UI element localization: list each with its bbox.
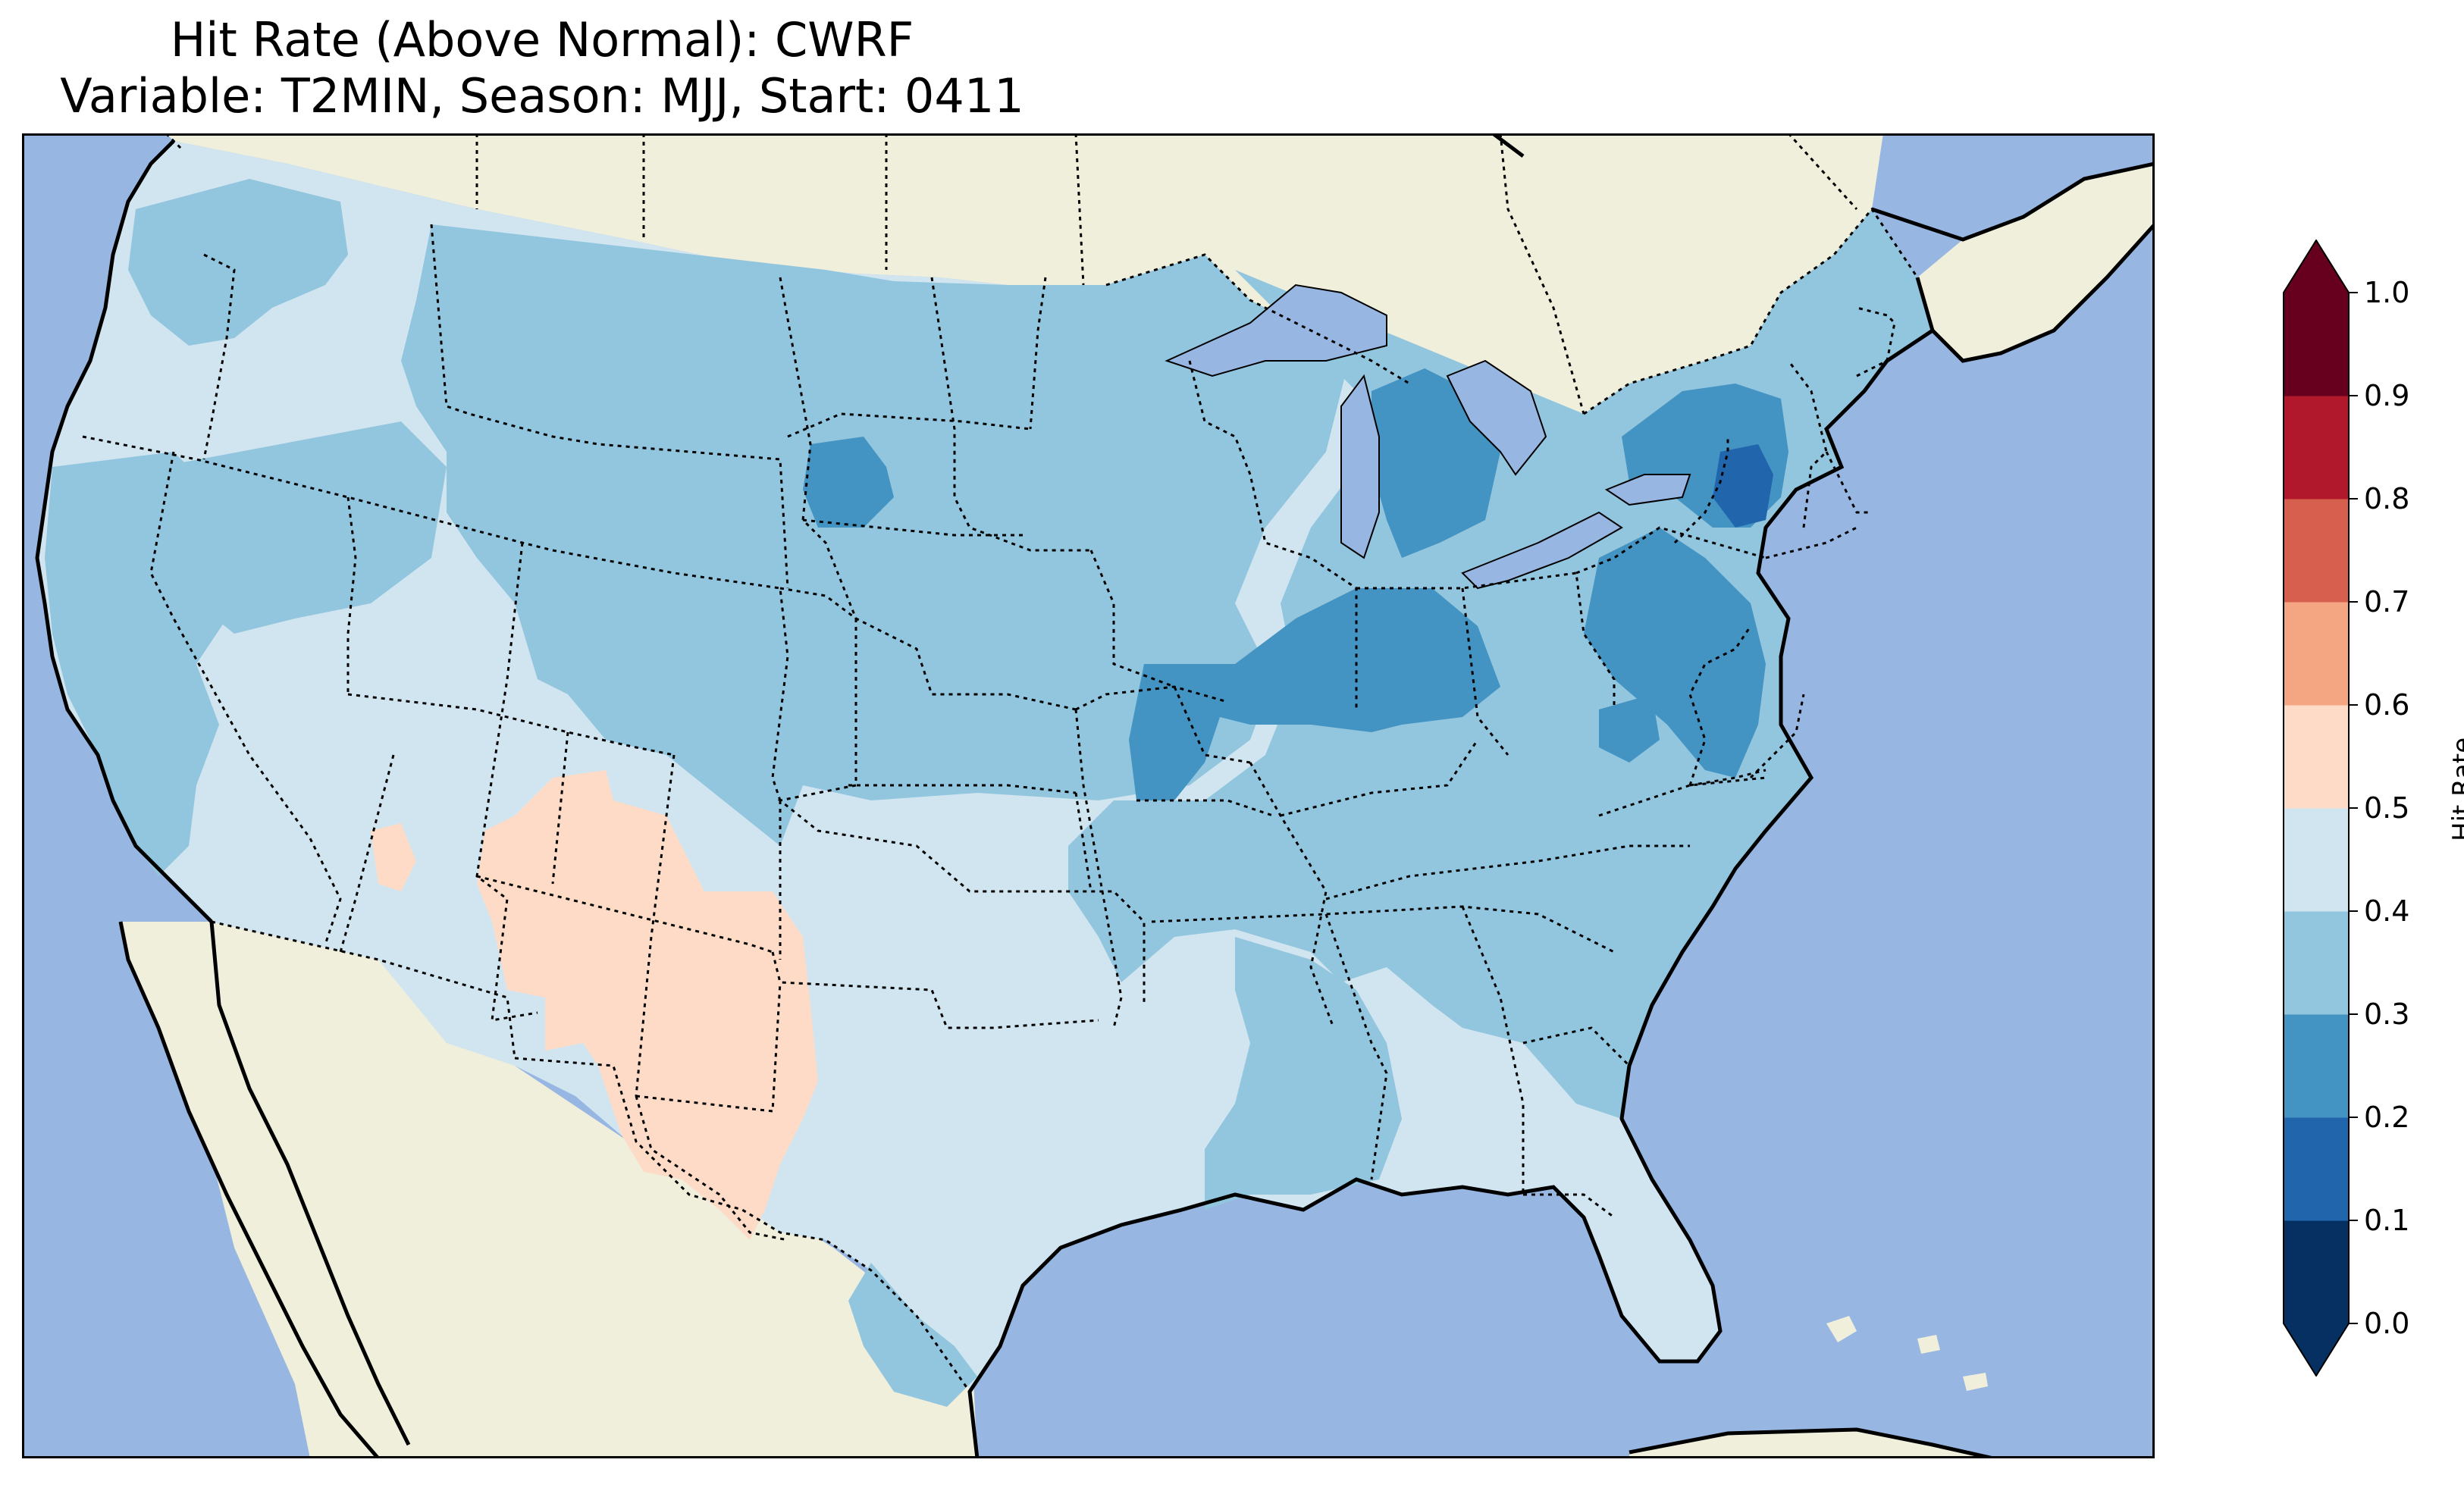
field-0.3-0.4 bbox=[45, 179, 1933, 1407]
baja-land bbox=[121, 922, 409, 1458]
colorbar-segment bbox=[2284, 911, 2349, 1015]
colorbar-segment bbox=[2284, 1117, 2349, 1221]
great-lakes bbox=[1165, 283, 1691, 590]
field-0.1-0.2 bbox=[1713, 444, 1773, 528]
colorbar-tick-label: 0.1 bbox=[2364, 1204, 2410, 1237]
colorbar bbox=[2283, 240, 2358, 1377]
colorbar-segment bbox=[2284, 1220, 2349, 1324]
colorbar-segment bbox=[2284, 602, 2349, 706]
colorbar-tick-label: 0.3 bbox=[2364, 998, 2410, 1031]
colorbar-tick-label: 0.0 bbox=[2364, 1307, 2410, 1340]
colorbar-tick-label: 0.7 bbox=[2364, 585, 2410, 619]
colorbar-tick-label: 0.2 bbox=[2364, 1101, 2410, 1134]
colorbar-segment bbox=[2284, 705, 2349, 809]
colorbar-segment bbox=[2284, 293, 2349, 396]
bahamas-land bbox=[1826, 1316, 1988, 1391]
colorbar-segment bbox=[2284, 808, 2349, 912]
maritimes-land bbox=[1917, 164, 2155, 361]
colorbar-tick-label: 0.8 bbox=[2364, 482, 2410, 515]
map-frame bbox=[22, 133, 2155, 1458]
mexico-land bbox=[196, 922, 977, 1458]
colorbar-extend-min bbox=[2284, 1323, 2349, 1377]
coastlines bbox=[35, 133, 2155, 1458]
map-title-line2: Variable: T2MIN, Season: MJJ, Start: 041… bbox=[60, 68, 1024, 124]
colorbar-segment bbox=[2284, 499, 2349, 603]
colorbar-tick-label: 0.5 bbox=[2364, 791, 2410, 825]
colorbar-segment bbox=[2284, 396, 2349, 500]
colorbar-segment bbox=[2284, 1014, 2349, 1118]
colorbar-tick-label: 0.9 bbox=[2364, 379, 2410, 412]
colorbar-label: Hit Rate bbox=[2447, 737, 2464, 841]
field-0.5-0.6 bbox=[371, 770, 818, 1240]
state-borders bbox=[82, 224, 1896, 1242]
map-title-line1: Hit Rate (Above Normal): CWRF bbox=[170, 12, 914, 67]
canada-province-lines bbox=[475, 133, 1858, 415]
colorbar-tick-label: 1.0 bbox=[2364, 276, 2410, 309]
cuba-land bbox=[1629, 1430, 1993, 1458]
colorbar-extend-max bbox=[2284, 240, 2349, 293]
colorbar-tick-label: 0.6 bbox=[2364, 688, 2410, 722]
hit-rate-map bbox=[22, 133, 2155, 1458]
colorbar-tick-label: 0.4 bbox=[2364, 894, 2410, 928]
